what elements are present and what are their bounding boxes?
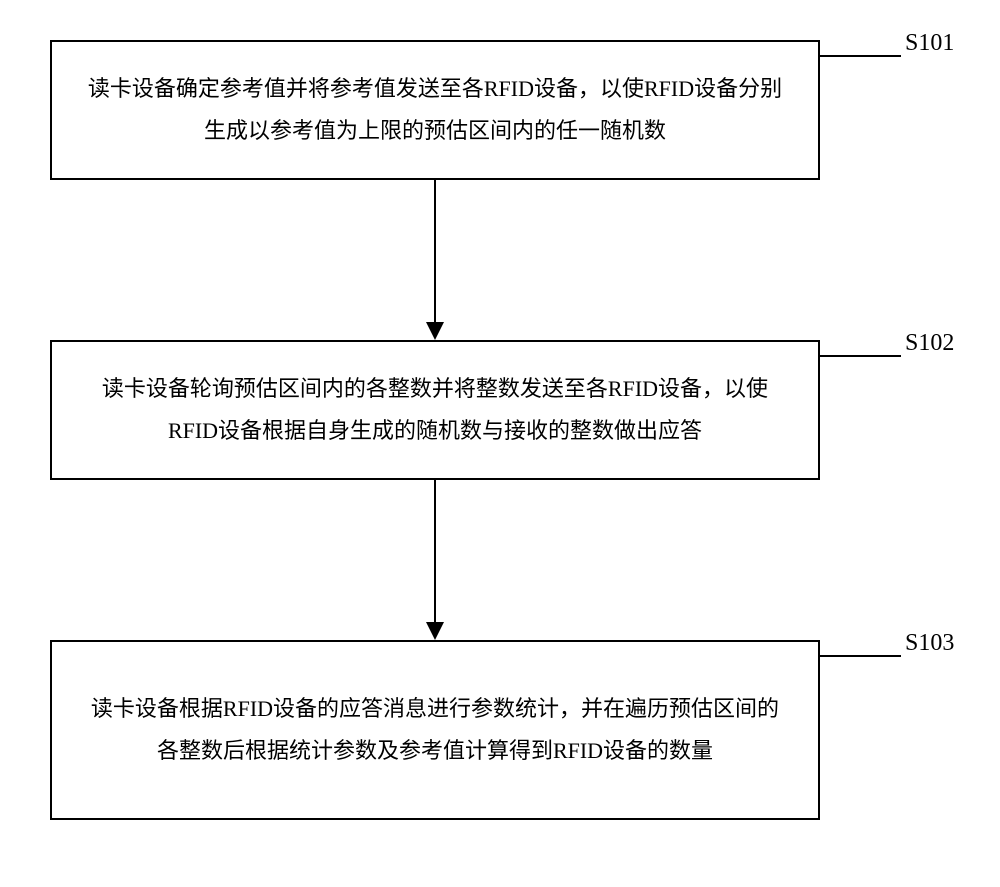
arrow-s102-s103-line [434, 480, 436, 622]
flow-step-s103-text: 读卡设备根据RFID设备的应答消息进行参数统计，并在遍历预估区间的各整数后根据统… [82, 688, 788, 772]
arrow-s101-s102-line [434, 180, 436, 322]
step-label-s102: S102 [905, 330, 954, 357]
step-label-s103: S103 [905, 630, 954, 657]
lead-line-s103 [820, 655, 901, 657]
arrow-s102-s103-head [426, 622, 444, 640]
lead-line-s101 [820, 55, 901, 57]
flow-step-s103: 读卡设备根据RFID设备的应答消息进行参数统计，并在遍历预估区间的各整数后根据统… [50, 640, 820, 820]
step-label-s101: S101 [905, 30, 954, 57]
lead-line-s102 [820, 355, 901, 357]
flow-step-s101: 读卡设备确定参考值并将参考值发送至各RFID设备，以使RFID设备分别生成以参考… [50, 40, 820, 180]
flow-step-s101-text: 读卡设备确定参考值并将参考值发送至各RFID设备，以使RFID设备分别生成以参考… [82, 68, 788, 152]
arrow-s101-s102-head [426, 322, 444, 340]
flow-step-s102-text: 读卡设备轮询预估区间内的各整数并将整数发送至各RFID设备，以使RFID设备根据… [82, 368, 788, 452]
flowchart-canvas: 读卡设备确定参考值并将参考值发送至各RFID设备，以使RFID设备分别生成以参考… [0, 0, 1000, 887]
flow-step-s102: 读卡设备轮询预估区间内的各整数并将整数发送至各RFID设备，以使RFID设备根据… [50, 340, 820, 480]
